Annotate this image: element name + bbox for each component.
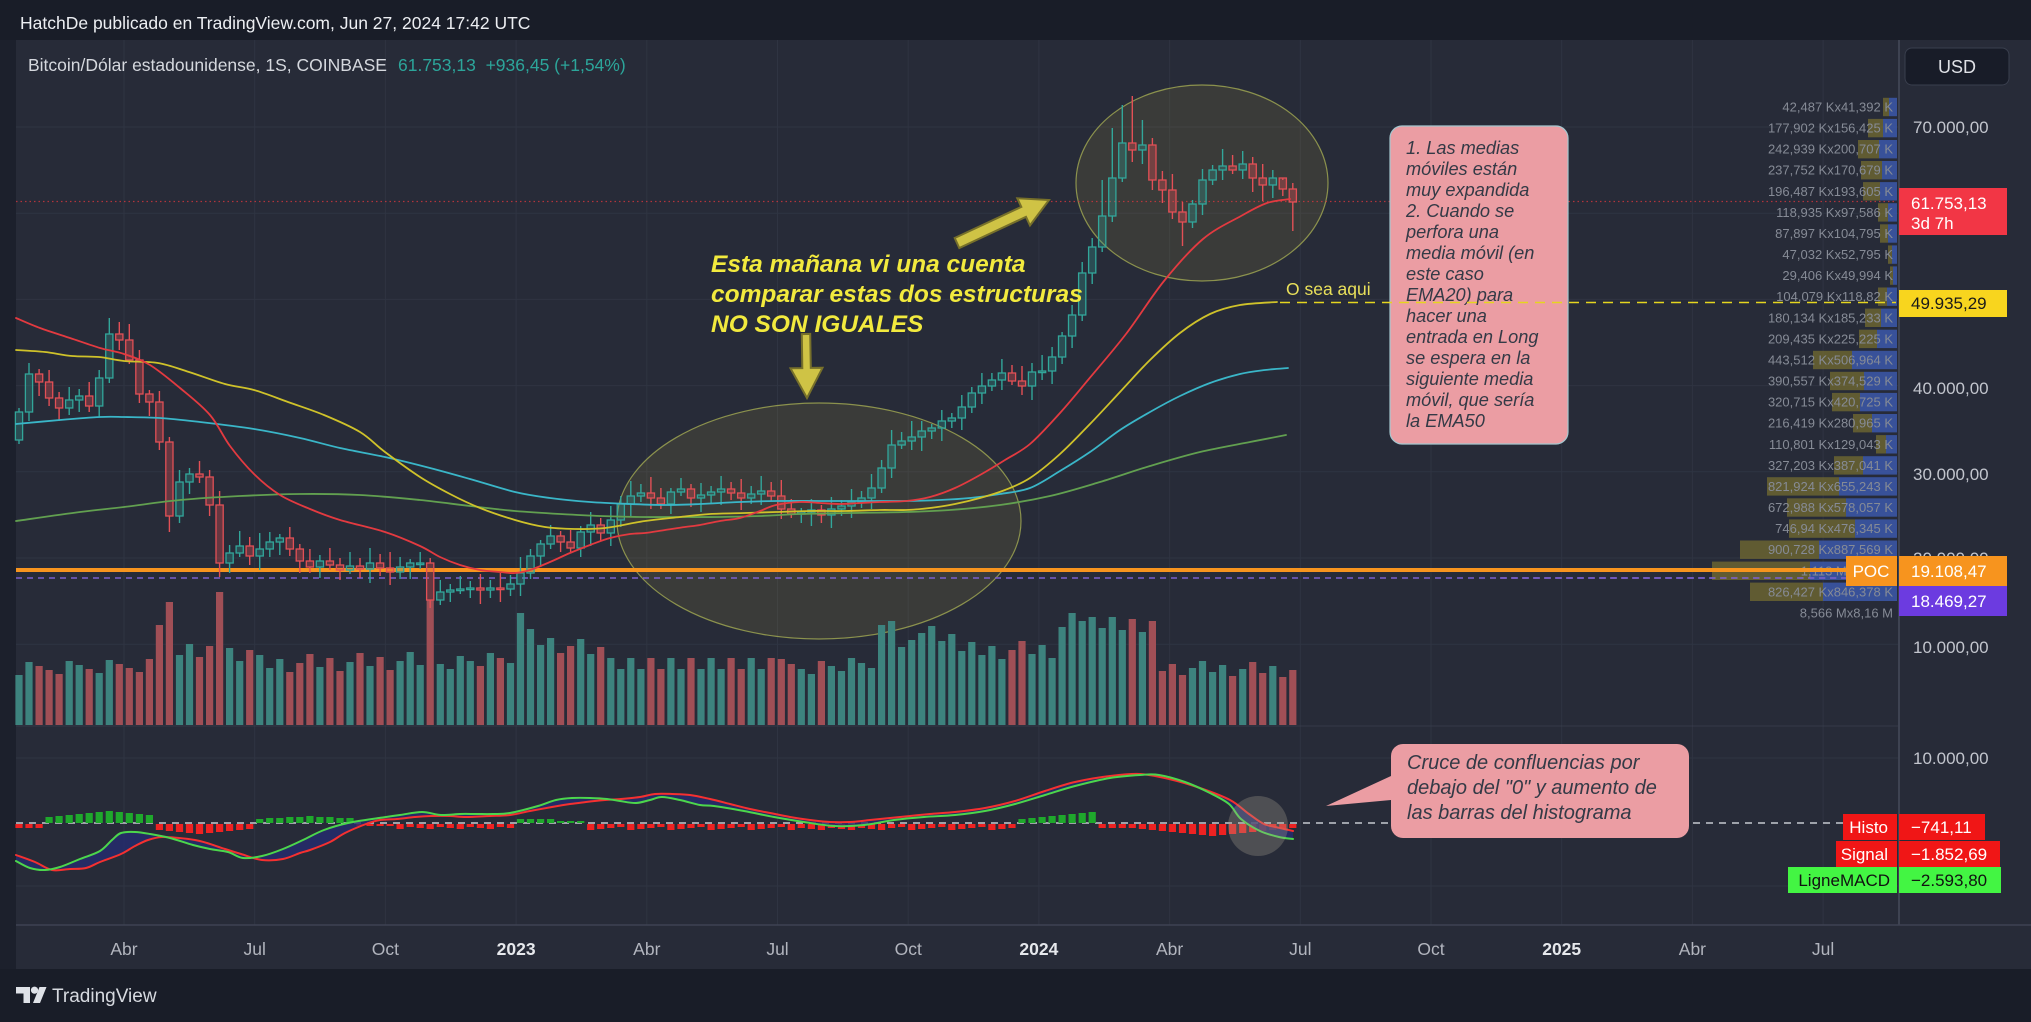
svg-text:Histo: Histo xyxy=(1849,818,1888,837)
svg-text:móviles están: móviles están xyxy=(1406,159,1517,179)
svg-text:Abr: Abr xyxy=(1679,939,1706,959)
svg-text:242,939 Kx200,707 K: 242,939 Kx200,707 K xyxy=(1768,142,1893,157)
svg-text:2025: 2025 xyxy=(1542,939,1581,959)
svg-text:USD: USD xyxy=(1938,57,1976,77)
svg-text:900,728 Kx887,569 K: 900,728 Kx887,569 K xyxy=(1768,542,1893,557)
svg-text:Bitcoin/Dólar estadounidense,: Bitcoin/Dólar estadounidense, 1S, COINBA… xyxy=(28,55,387,75)
svg-text:104,079 Kx118,82 K: 104,079 Kx118,82 K xyxy=(1776,289,1893,304)
svg-text:196,487 Kx193,605 K: 196,487 Kx193,605 K xyxy=(1768,184,1893,199)
svg-text:2023: 2023 xyxy=(497,939,536,959)
svg-text:Cruce de confluencias por: Cruce de confluencias por xyxy=(1407,752,1641,774)
svg-text:O sea aqui: O sea aqui xyxy=(1286,279,1371,299)
svg-text:1. Las medias: 1. Las medias xyxy=(1406,138,1519,158)
svg-text:Esta mañana vi una cuenta: Esta mañana vi una cuenta xyxy=(711,251,1026,278)
svg-text:−741,11: −741,11 xyxy=(1911,818,1972,837)
svg-text:177,902 Kx156,425 K: 177,902 Kx156,425 K xyxy=(1768,121,1893,136)
svg-text:216,419 Kx280,965 K: 216,419 Kx280,965 K xyxy=(1768,416,1893,431)
svg-text:18.469,27: 18.469,27 xyxy=(1911,592,1987,611)
svg-text:10.000,00: 10.000,00 xyxy=(1913,749,1989,768)
svg-text:19.108,47: 19.108,47 xyxy=(1911,562,1987,581)
svg-text:209,435 Kx225,225 K: 209,435 Kx225,225 K xyxy=(1768,331,1893,346)
svg-text:Oct: Oct xyxy=(1417,939,1444,959)
svg-text:2024: 2024 xyxy=(1019,939,1058,959)
svg-text:Jul: Jul xyxy=(1289,939,1311,959)
svg-text:42,487 Kx41,392 K: 42,487 Kx41,392 K xyxy=(1782,100,1893,115)
svg-text:118,935 Kx97,586 K: 118,935 Kx97,586 K xyxy=(1776,205,1893,220)
svg-text:Oct: Oct xyxy=(895,939,922,959)
svg-text:47,032 Kx52,795 K: 47,032 Kx52,795 K xyxy=(1782,247,1893,262)
svg-text:180,134 Kx185,233 K: 180,134 Kx185,233 K xyxy=(1768,310,1893,325)
svg-text:Oct: Oct xyxy=(372,939,399,959)
svg-text:se espera en la: se espera en la xyxy=(1406,348,1530,368)
svg-text:NO SON IGUALES: NO SON IGUALES xyxy=(711,311,924,338)
svg-text:70.000,00: 70.000,00 xyxy=(1913,118,1989,137)
svg-text:87,897 Kx104,795 K: 87,897 Kx104,795 K xyxy=(1775,226,1893,241)
svg-text:Jul: Jul xyxy=(244,939,266,959)
svg-text:POC: POC xyxy=(1853,562,1890,581)
svg-text:327,203 Kx387,041 K: 327,203 Kx387,041 K xyxy=(1768,458,1893,473)
svg-text:móvil, que sería: móvil, que sería xyxy=(1406,390,1534,410)
svg-text:Jul: Jul xyxy=(1812,939,1834,959)
svg-text:debajo del "0" y aumento de: debajo del "0" y aumento de xyxy=(1407,777,1657,799)
svg-text:10.000,00: 10.000,00 xyxy=(1913,638,1989,657)
svg-text:muy expandida: muy expandida xyxy=(1406,180,1529,200)
svg-text:320,715 Kx420,725 K: 320,715 Kx420,725 K xyxy=(1768,395,1893,410)
svg-text:8,566 Mx8,16 M: 8,566 Mx8,16 M xyxy=(1800,605,1893,620)
svg-text:746,94 Kx476,345 K: 746,94 Kx476,345 K xyxy=(1775,521,1893,536)
svg-text:672,988 Kx578,057 K: 672,988 Kx578,057 K xyxy=(1768,500,1893,515)
svg-text:la EMA50: la EMA50 xyxy=(1406,411,1485,431)
svg-text:−1.852,69: −1.852,69 xyxy=(1911,845,1987,864)
svg-text:30.000,00: 30.000,00 xyxy=(1913,465,1989,484)
svg-text:49.935,29: 49.935,29 xyxy=(1911,294,1987,313)
svg-text:este caso: este caso xyxy=(1406,264,1484,284)
svg-text:443,512 Kx506,964 K: 443,512 Kx506,964 K xyxy=(1768,353,1893,368)
svg-text:EMA20) para: EMA20) para xyxy=(1406,285,1513,305)
svg-text:821,924 Kx655,243 K: 821,924 Kx655,243 K xyxy=(1768,479,1893,494)
svg-text:61.753,13: 61.753,13 xyxy=(1911,194,1987,213)
svg-text:TradingView: TradingView xyxy=(52,986,157,1007)
svg-text:hacer una: hacer una xyxy=(1406,306,1487,326)
svg-text:Jul: Jul xyxy=(766,939,788,959)
svg-text:−2.593,80: −2.593,80 xyxy=(1911,871,1987,890)
svg-text:Abr: Abr xyxy=(633,939,660,959)
svg-text:3d 7h: 3d 7h xyxy=(1911,214,1954,233)
svg-text:Abr: Abr xyxy=(110,939,137,959)
svg-text:entrada en Long: entrada en Long xyxy=(1406,327,1538,347)
svg-text:HatchDe publicado en TradingVi: HatchDe publicado en TradingView.com, Ju… xyxy=(20,13,530,33)
svg-text:Abr: Abr xyxy=(1156,939,1183,959)
svg-text:siguiente media: siguiente media xyxy=(1406,369,1533,389)
svg-text:237,752 Kx170,679 K: 237,752 Kx170,679 K xyxy=(1768,163,1893,178)
svg-text:826,427 Kx846,378 K: 826,427 Kx846,378 K xyxy=(1768,584,1893,599)
svg-text:110,801 Kx129,043 K: 110,801 Kx129,043 K xyxy=(1769,437,1893,452)
svg-text:29,406 Kx49,994 K: 29,406 Kx49,994 K xyxy=(1782,268,1893,283)
svg-text:media móvil (en: media móvil (en xyxy=(1406,243,1534,263)
svg-text:LigneMACD: LigneMACD xyxy=(1798,871,1890,890)
svg-text:perfora una: perfora una xyxy=(1405,222,1499,242)
svg-text:390,557 Kx374,529 K: 390,557 Kx374,529 K xyxy=(1768,374,1893,389)
svg-text:2. Cuando se: 2. Cuando se xyxy=(1405,201,1514,221)
svg-text:comparar estas dos estructuras: comparar estas dos estructuras xyxy=(711,281,1083,308)
svg-text:Signal: Signal xyxy=(1841,845,1888,864)
svg-text:40.000,00: 40.000,00 xyxy=(1913,379,1989,398)
svg-text:61.753,13 +936,45 (+1,54%): 61.753,13 +936,45 (+1,54%) xyxy=(398,55,626,75)
svg-text:las barras del histograma: las barras del histograma xyxy=(1407,802,1632,824)
